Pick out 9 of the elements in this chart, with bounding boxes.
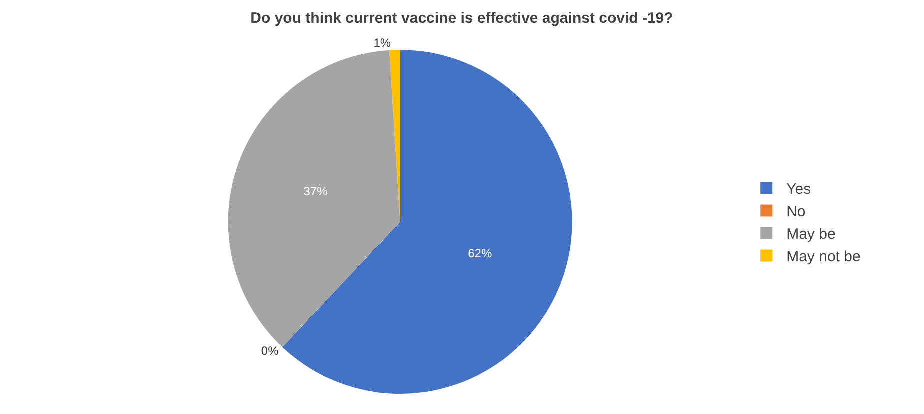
data-label: 37% — [304, 184, 328, 199]
legend-label: May not be — [786, 248, 861, 266]
chart-title: Do you think current vaccine is effective against covid -19? — [250, 10, 674, 27]
text: 0% — [261, 344, 279, 358]
data-label: 1% — [374, 36, 392, 50]
legend-label: Yes — [786, 181, 812, 198]
legend-label: No — [786, 204, 806, 221]
legend-label: May be — [786, 226, 836, 244]
data-label: 62% — [468, 246, 492, 261]
